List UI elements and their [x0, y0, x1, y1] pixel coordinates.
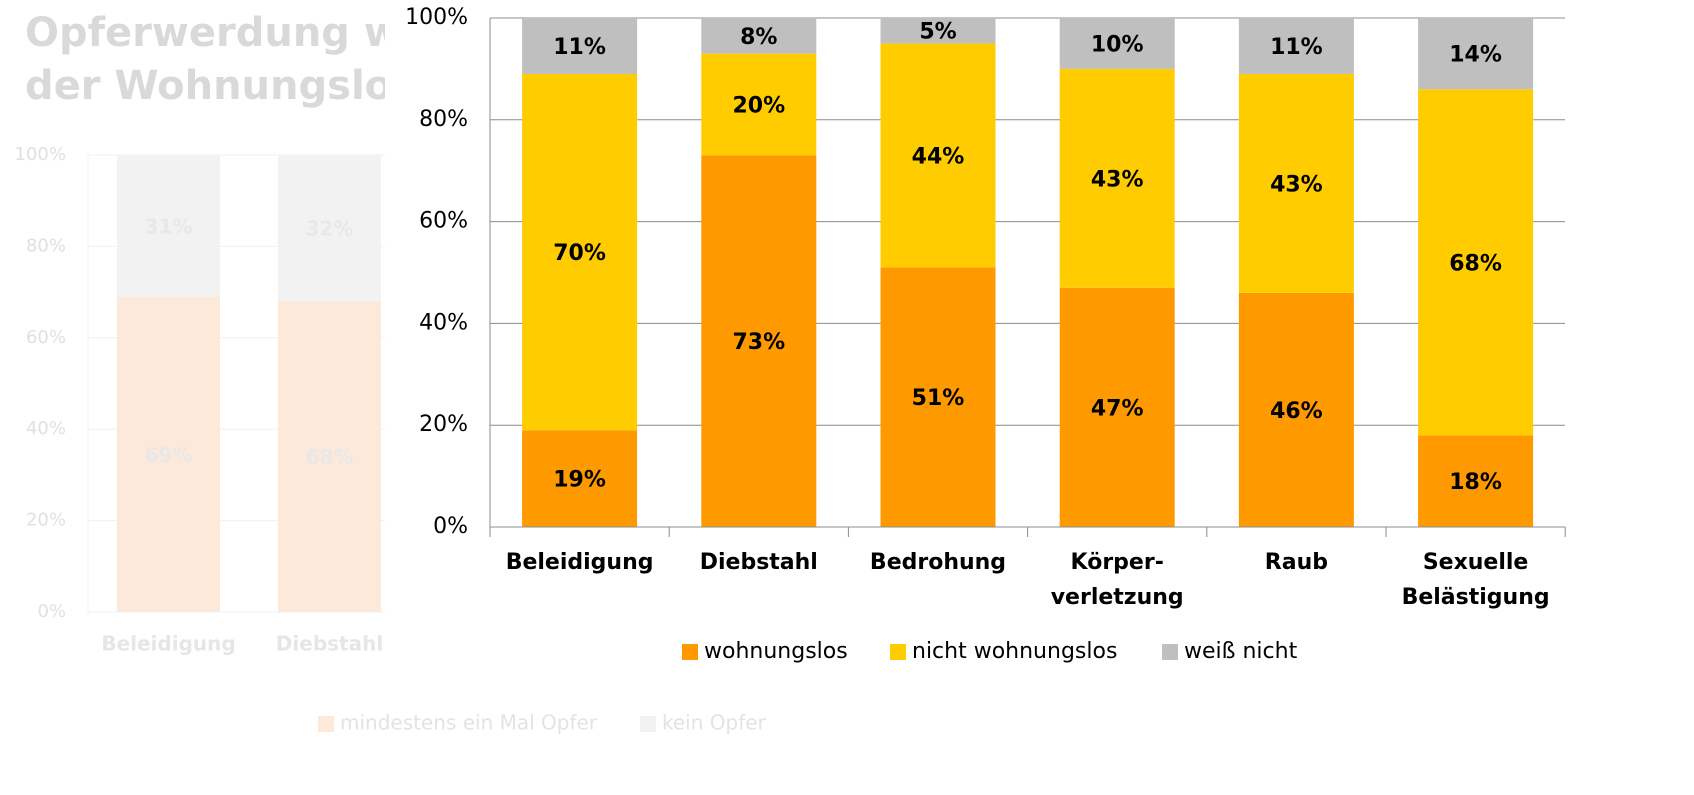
- y-tick-label: 80%: [26, 235, 66, 256]
- value-label: 44%: [912, 144, 965, 169]
- value-label: 11%: [1270, 35, 1323, 60]
- x-tick-label: Belästigung: [1402, 585, 1550, 610]
- bar-segment: [880, 18, 996, 44]
- bars: [522, 18, 1534, 527]
- value-label: 47%: [1091, 396, 1144, 421]
- y-tick-label: 60%: [419, 209, 468, 234]
- value-label: 19%: [553, 468, 606, 493]
- value-label: 5%: [919, 20, 956, 45]
- y-tick-label: 40%: [419, 310, 468, 335]
- value-label: 68%: [1449, 251, 1502, 276]
- bar-segment: [701, 53, 817, 156]
- value-label: 20%: [732, 94, 785, 119]
- x-tick-label: Diebstahl: [276, 632, 383, 656]
- legend-label: wohnungslos: [704, 639, 848, 664]
- value-label: 31%: [145, 214, 193, 238]
- bar-segment: [1238, 292, 1354, 527]
- bars: [117, 155, 381, 612]
- y-tick-label: 20%: [26, 510, 66, 531]
- legend-label: nicht wohnungslos: [912, 639, 1117, 664]
- value-labels: 69% 31% 68% 32%: [145, 214, 354, 469]
- y-tick-label: 40%: [26, 418, 66, 439]
- value-label: 11%: [553, 35, 606, 60]
- bar-segment: [1418, 435, 1534, 527]
- x-tick-label: verletzung: [1051, 585, 1184, 610]
- bar-segment: [1238, 18, 1354, 74]
- bar-segment: [522, 18, 638, 74]
- y-tick-label: 20%: [419, 412, 468, 437]
- y-tick-label: 100%: [15, 144, 66, 165]
- value-label: 46%: [1270, 399, 1323, 424]
- bar-segment: [701, 18, 817, 54]
- value-label: 68%: [306, 445, 354, 469]
- x-tick-label: Bedrohung: [870, 550, 1006, 575]
- chart-title: der Wohnungslos: [25, 63, 416, 109]
- bar-segment: [880, 43, 996, 268]
- legend-swatch: [682, 644, 698, 660]
- x-tick-label: Sexuelle: [1423, 550, 1529, 575]
- legend-swatch: [318, 716, 334, 732]
- legend-label: mindestens ein Mal Opfer: [340, 711, 598, 735]
- legend-swatch: [640, 716, 656, 732]
- bar-segment: [278, 155, 381, 302]
- value-label: 8%: [740, 25, 777, 50]
- bar-segment: [1059, 68, 1175, 288]
- legend-swatch: [1162, 644, 1178, 660]
- y-tick-label: 0%: [37, 601, 66, 622]
- value-label: 10%: [1091, 32, 1144, 57]
- y-tick-label: 0%: [433, 514, 468, 539]
- bar-segment: [1059, 18, 1175, 69]
- value-labels: 19% 70% 11% 73% 20% 8% 51% 44% 5% 47% 43% 10% 46% 43%…: [553, 20, 1502, 495]
- value-label: 70%: [553, 241, 606, 266]
- bar-segment: [701, 155, 817, 527]
- bar-segment: [117, 296, 220, 612]
- y-tick-label: 100%: [405, 5, 468, 30]
- bar-segment: [1238, 73, 1354, 293]
- x-tick-label: Körper-: [1071, 550, 1164, 575]
- value-label: 43%: [1091, 167, 1144, 192]
- background-chart: Opferwerdung wä der Wohnungslos 0% 20% 40% 60…: [15, 10, 767, 735]
- x-tick-label: Raub: [1265, 550, 1328, 575]
- value-label: 51%: [912, 386, 965, 411]
- bar-segment: [1418, 18, 1534, 90]
- bar-segment: [278, 301, 381, 612]
- value-label: 69%: [145, 443, 193, 467]
- value-label: 73%: [732, 330, 785, 355]
- x-tick-label: Beleidigung: [506, 550, 654, 575]
- bar-segment: [880, 267, 996, 527]
- x-tick-label: Beleidigung: [101, 632, 235, 656]
- chart-title: Opferwerdung wä: [25, 10, 428, 56]
- bar-segment: [1418, 89, 1534, 436]
- x-tick-label: Diebstahl: [700, 550, 818, 575]
- bar-segment: [522, 430, 638, 527]
- legend-label: kein Opfer: [662, 711, 767, 735]
- y-tick-label: 80%: [419, 107, 468, 132]
- value-label: 18%: [1449, 470, 1502, 495]
- legend-swatch: [890, 644, 906, 660]
- main-chart: 0% 20% 40% 60% 80% 100% 19% 70% 11% 73% 20% 8% 51% 44…: [405, 5, 1566, 664]
- bar-segment: [1059, 287, 1175, 527]
- legend-label: weiß nicht: [1184, 639, 1298, 664]
- bar-segment: [522, 73, 638, 431]
- value-label: 14%: [1449, 43, 1502, 68]
- value-label: 43%: [1270, 172, 1323, 197]
- y-tick-label: 60%: [26, 327, 66, 348]
- bar-segment: [117, 155, 220, 297]
- value-label: 32%: [306, 217, 354, 241]
